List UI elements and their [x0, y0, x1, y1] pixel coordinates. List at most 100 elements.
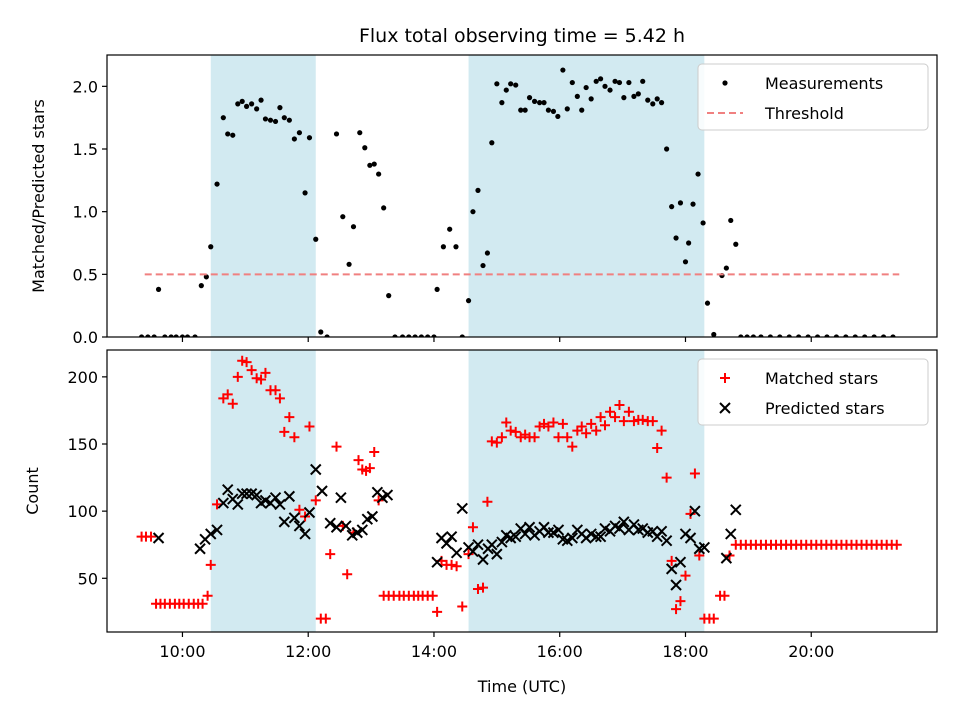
predicted-stars-point: [684, 532, 697, 544]
measurements-point: [597, 76, 604, 82]
matched-stars-point: [274, 393, 285, 404]
matched-stars-point: [364, 463, 375, 474]
measurements-point: [357, 130, 363, 136]
legend-entry: Measurements: [765, 74, 883, 93]
measurements-point: [249, 101, 255, 107]
predicted-stars-point: [278, 516, 291, 528]
predicted-stars-point: [269, 492, 282, 504]
predicted-stars-point: [293, 520, 306, 532]
matched-stars-point: [666, 555, 677, 566]
measurements-point: [700, 220, 706, 226]
measurements-point: [203, 274, 209, 280]
matched-stars-point: [529, 432, 540, 443]
measurements-point: [654, 96, 660, 102]
measurements-point: [399, 334, 406, 337]
matched-stars-point: [605, 406, 616, 417]
measurements-point: [296, 130, 303, 136]
predicted-stars-point: [316, 485, 328, 497]
measurements-point: [230, 132, 236, 138]
measurements-point: [475, 187, 481, 193]
measurements-point: [733, 241, 739, 247]
predicted-stars-point: [324, 517, 336, 529]
measurements-point: [588, 96, 594, 102]
y-tick-label: 200: [67, 368, 98, 387]
predicted-stars-point: [519, 528, 531, 540]
measurements-point: [626, 79, 632, 86]
measurements-point: [484, 250, 491, 256]
measurements-point: [824, 334, 830, 337]
y-tick-label: 0.0: [73, 328, 98, 347]
measurements-point: [871, 334, 877, 337]
measurements-point: [564, 106, 570, 112]
matched-stars-point: [685, 508, 696, 519]
measurements-point: [162, 334, 168, 337]
bottom-panel-counts: 10:00 12:00 14:00 16:00 18:00 20:00 50 100 150 20…: [23, 349, 938, 661]
matched-stars-point: [432, 606, 443, 617]
measurements-point: [518, 107, 524, 113]
measurements-point: [243, 103, 250, 109]
measurements-point: [607, 87, 613, 93]
predicted-stars-point: [594, 530, 607, 543]
y-tick-label: 1.0: [73, 203, 98, 222]
y-tick-label: 0.5: [73, 265, 98, 284]
measurements-point: [267, 117, 274, 123]
measurements-point: [145, 334, 151, 337]
matched-stars-point: [671, 604, 682, 615]
matched-stars-point: [652, 443, 663, 454]
predicted-stars-point: [152, 532, 165, 544]
matched-stars-point: [482, 496, 493, 507]
x-tick-label: 16:00: [537, 642, 583, 661]
matched-stars-point: [342, 569, 353, 580]
measurements-point: [616, 79, 623, 86]
matched-stars-point: [446, 559, 457, 570]
predicted-stars-point: [232, 498, 244, 511]
predicted-stars-point: [689, 505, 701, 517]
measurements-point: [555, 113, 561, 120]
measurements-point: [777, 334, 783, 337]
measurements-point: [814, 334, 821, 337]
matched-stars-point: [325, 549, 336, 560]
x-tick-label: 18:00: [662, 642, 708, 661]
measurements-point: [574, 93, 580, 99]
predicted-stars-point: [236, 487, 248, 500]
measurements-point: [214, 181, 220, 187]
measurements-point: [499, 100, 505, 106]
matched-stars-point: [689, 468, 700, 479]
measurements-point: [767, 334, 773, 337]
measurements-point: [677, 200, 684, 206]
measurements-point: [447, 226, 453, 232]
predicted-stars-point: [477, 553, 489, 566]
measurements-point: [645, 97, 651, 103]
predicted-stars-point: [552, 524, 565, 536]
measurements-point: [376, 171, 382, 177]
matched-stars-point: [486, 436, 497, 447]
measurements-point: [786, 334, 792, 337]
measurements-point: [225, 131, 231, 137]
predicted-stars-point: [510, 530, 522, 543]
measurements-point: [744, 334, 750, 337]
measurements-point: [513, 82, 519, 88]
predicted-stars-point: [250, 489, 263, 501]
measurements-point: [728, 217, 734, 224]
measurements-point: [277, 105, 283, 111]
matched-stars-point: [675, 596, 686, 607]
measurements-point: [179, 334, 186, 337]
measurements-point: [333, 131, 340, 137]
legend: Matched stars Predicted stars: [697, 358, 929, 426]
matched-stars-point: [581, 428, 592, 439]
measurements-point: [291, 136, 297, 142]
predicted-stars-point: [222, 483, 234, 496]
matched-stars-point: [222, 389, 233, 400]
y-tick-label: 150: [67, 435, 98, 454]
matched-stars-point: [661, 472, 672, 483]
x-tick-label: 20:00: [788, 642, 834, 661]
measurements-point: [220, 115, 226, 121]
matched-stars-point: [586, 418, 597, 429]
chart-title: Flux total observing time = 5.42 h: [359, 25, 685, 47]
matched-stars-point: [353, 455, 364, 466]
predicted-stars-point: [665, 563, 678, 575]
predicted-stars-point: [445, 530, 458, 543]
measurements-point: [151, 334, 157, 337]
predicted-stars-point: [366, 510, 379, 523]
predicted-stars-point: [698, 541, 711, 554]
